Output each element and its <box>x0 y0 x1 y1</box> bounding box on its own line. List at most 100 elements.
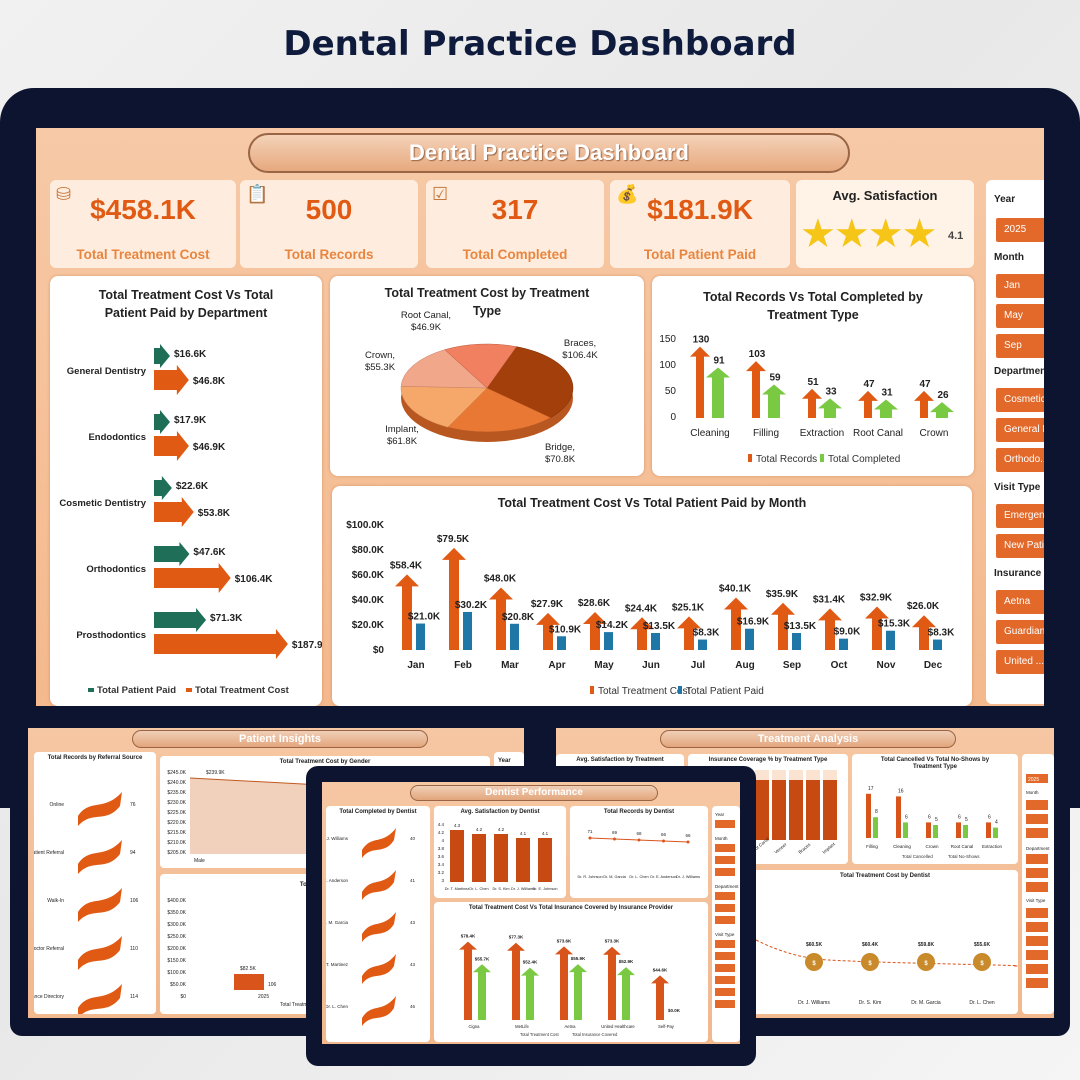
y-tick: 3.8 <box>438 846 445 851</box>
slicer-button <box>1026 950 1048 960</box>
treatment-cost-bar <box>583 611 607 650</box>
dentist-cost-line <box>755 939 1018 967</box>
x-tick: Oct <box>831 660 848 671</box>
insurance-option[interactable]: United ... <box>996 650 1044 674</box>
month-option[interactable]: Jan <box>996 274 1044 298</box>
data-label: $13.5K <box>784 621 817 632</box>
data-label: $14.2K <box>596 620 629 631</box>
data-label: $44.6K <box>653 967 668 972</box>
data-label: 6 <box>988 814 991 820</box>
insurance-option[interactable]: Aetna <box>996 590 1044 614</box>
slicer-button <box>1026 978 1048 988</box>
x-tick: Dr. J. Williams <box>798 1000 830 1006</box>
legend-label: Total Cancelled <box>902 854 933 859</box>
patient-paid-bar <box>604 632 613 650</box>
main-dashboard-screen: Dental Practice Dashboard ⛁ $458.1K Tota… <box>36 128 1044 706</box>
slicer-button <box>715 940 735 948</box>
slicer-label: Visit Type <box>715 932 735 937</box>
data-label: $27.9K <box>531 599 564 610</box>
pie-slice <box>444 343 517 389</box>
department-option[interactable]: Cosmetic... <box>996 388 1044 412</box>
total-records-bar <box>858 390 878 418</box>
y-tick: 3.6 <box>438 854 445 859</box>
pie-slice <box>486 346 574 418</box>
insurance-option[interactable]: Guardian <box>996 620 1044 644</box>
data-label: $52.9K <box>619 959 634 964</box>
y-tick: $50.0K <box>170 982 187 988</box>
treatment-cost-bar <box>912 615 936 650</box>
month-option[interactable]: May <box>996 304 1044 328</box>
x-tick: Dr. E. Johnson <box>533 887 558 891</box>
kpi-label: Total Treatment Cost <box>76 247 210 262</box>
data-label: $73.6K <box>557 938 572 943</box>
data-label: $73.3K <box>605 939 620 944</box>
referral-flag <box>78 792 122 826</box>
noshow-bar <box>903 822 908 838</box>
data-label: 130 <box>693 335 710 346</box>
x-tick: Implant <box>821 841 836 855</box>
month-option[interactable]: Sep <box>996 334 1044 358</box>
satisfaction-bar <box>516 838 530 882</box>
kpi-avg-satisfaction: Avg. Satisfaction ★★★★ 4.1 <box>796 180 974 268</box>
chart-title: Avg. Satisfaction by Dentist <box>460 809 540 815</box>
treatment-cost-bar <box>771 602 795 650</box>
y-tick: $300.0K <box>167 922 186 928</box>
y-tick: 50 <box>665 386 677 397</box>
x-tick: Jun <box>642 660 660 671</box>
visit-type-option[interactable]: New Patie... <box>996 534 1044 558</box>
pie-slice <box>400 386 488 428</box>
slicer-button <box>1026 828 1048 838</box>
data-label: $52.4K <box>523 960 538 965</box>
data-label: 41 <box>410 878 416 883</box>
department-option[interactable]: General D... <box>996 418 1044 442</box>
x-tick: Jul <box>691 660 706 671</box>
coverage-bar <box>789 780 803 840</box>
visit-type-option[interactable]: Emergenc... <box>996 504 1044 528</box>
slicer-button <box>1026 854 1048 864</box>
data-label: 46 <box>410 1004 416 1009</box>
data-label: 26 <box>937 390 949 401</box>
slicer-button <box>1026 936 1048 946</box>
data-label: $13.5K <box>643 621 676 632</box>
y-tick: $100.0K <box>346 520 385 531</box>
x-tick: Sep <box>783 660 801 671</box>
patient-paid-bar <box>745 628 754 650</box>
year-slicer-label: Year <box>994 194 1016 205</box>
department-option[interactable]: Orthodo... <box>996 448 1044 472</box>
dentist-records-card: Total Records by Dentist 71 Dr. R. Johnso… <box>570 806 708 898</box>
data-label: $25.1K <box>672 602 705 613</box>
y-tick: $400.0K <box>167 898 186 904</box>
year-option-2025[interactable]: 2025 <box>996 218 1044 242</box>
treatment-type-pie-chart: Braces,$106.4K Bridge,$70.8K Implant,$61.8… <box>365 310 598 465</box>
patient-paid-bar <box>651 632 660 650</box>
x-tick: Dr. E. Anderson <box>650 875 677 879</box>
patient-paid-bar <box>463 611 472 650</box>
data-label: 4 <box>995 820 998 826</box>
treatment-cost-bar <box>489 587 513 650</box>
x-tick: Crown <box>925 844 939 849</box>
money-bag-icon <box>861 953 879 971</box>
cancelled-bar <box>956 822 961 838</box>
coins-icon: ⛁ <box>56 184 72 204</box>
data-label: 40 <box>410 836 416 841</box>
x-tick: Dr. J. Williams <box>676 875 700 879</box>
dashboard-banner: Dental Practice Dashboard <box>248 133 850 173</box>
pie-label: $70.8K <box>545 454 576 465</box>
y-tick: $250.0K <box>167 934 186 940</box>
slicer-button <box>715 988 735 996</box>
patient-paid-bar <box>510 623 519 650</box>
data-label: $40.1K <box>719 583 752 594</box>
x-tick: Dr. L. Chen <box>469 887 488 891</box>
y-tick: $100.0K <box>167 970 186 976</box>
filter-panel: Year 2025 Month Jan May Sep Department C… <box>986 180 1044 704</box>
cancelled-bar <box>896 796 901 838</box>
dollar-icon: $ <box>812 961 816 967</box>
data-label: $26.0K <box>907 601 940 612</box>
slicer-button <box>715 856 735 864</box>
data-label: $106.4K <box>235 574 274 585</box>
coverage-bar <box>823 780 837 840</box>
category-label: Dr. J. Williams <box>326 836 349 841</box>
clipboard-icon: 📋 <box>246 184 269 204</box>
y-tick: 4 <box>441 838 444 843</box>
kpi-total-patient-paid: 💰 $181.9K Total Patient Paid <box>610 180 790 268</box>
